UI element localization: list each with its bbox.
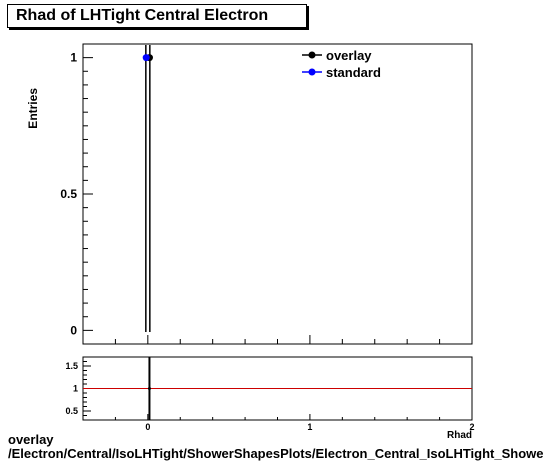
footer-path: /Electron/Central/IsoLHTight/ShowerShape… (8, 446, 544, 461)
title-box: Rhad of LHTight Central Electron (7, 4, 307, 28)
y-axis-label: Entries (26, 88, 40, 129)
x-axis-label: Rhad (447, 430, 472, 441)
ratio-y-tick-label: 0.5 (65, 406, 78, 416)
data-point-standard (142, 54, 150, 62)
ratio-data-point (147, 387, 151, 390)
y-tick-label: 0 (70, 323, 77, 337)
legend-label-overlay: overlay (326, 48, 372, 63)
legend-label-standard: standard (326, 65, 381, 80)
x-tick-label: 2 (469, 422, 474, 432)
main-plot-frame (82, 43, 473, 345)
footer-label: overlay (8, 432, 54, 447)
ratio-y-tick-label: 1.5 (65, 361, 78, 371)
legend-marker-standard (308, 68, 316, 76)
y-tick-label: 0.5 (60, 187, 77, 201)
x-tick-label: 0 (145, 422, 150, 432)
chart-title: Rhad of LHTight Central Electron (16, 7, 269, 24)
legend-marker-overlay (308, 51, 316, 59)
y-tick-label: 1 (70, 51, 77, 65)
x-tick-label: 1 (307, 422, 312, 432)
ratio-y-tick-label: 1 (73, 384, 78, 394)
